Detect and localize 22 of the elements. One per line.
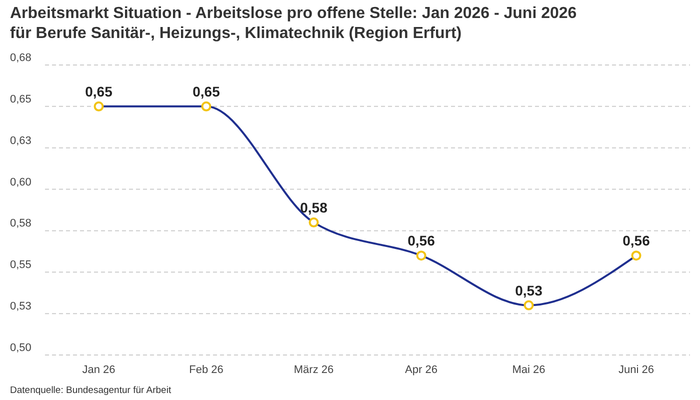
y-tick-label: 0,68 <box>10 52 32 64</box>
data-label: 0,65 <box>85 83 113 100</box>
x-tick-label: März 26 <box>294 364 334 376</box>
x-tick-label: Mai 26 <box>512 364 546 376</box>
y-tick-label: 0,65 <box>10 93 32 106</box>
x-tick-label: Apr 26 <box>405 364 438 376</box>
x-tick-label: Feb 26 <box>189 364 224 376</box>
x-tick-label: Jan 26 <box>82 364 116 376</box>
data-label: 0,56 <box>408 232 436 249</box>
chart-title: Arbeitsmarkt Situation - Arbeitslose pro offene Stelle: Jan 2026 - Juni 2026 für Berufe Sanitär-, Heizungs-, Klimatechnik (Region Erfurt) <box>10 5 577 42</box>
data-label: 0,53 <box>515 282 543 298</box>
x-tick-label: Juni 26 <box>618 364 654 376</box>
data-label: 0,65 <box>192 83 220 100</box>
text: Datenquelle: Bundesagentur für Arbeit <box>10 385 172 396</box>
data-label: 0,58 <box>300 199 328 216</box>
y-tick-label: 0,50 <box>10 342 32 354</box>
y-tick-label: 0,63 <box>10 134 32 147</box>
y-tick-label: 0,58 <box>10 218 32 230</box>
y-tick-label: 0,55 <box>10 259 32 272</box>
y-tick-label: 0,53 <box>10 300 32 313</box>
y-tick-label: 0,60 <box>10 176 32 188</box>
data-label: 0,56 <box>622 232 650 249</box>
